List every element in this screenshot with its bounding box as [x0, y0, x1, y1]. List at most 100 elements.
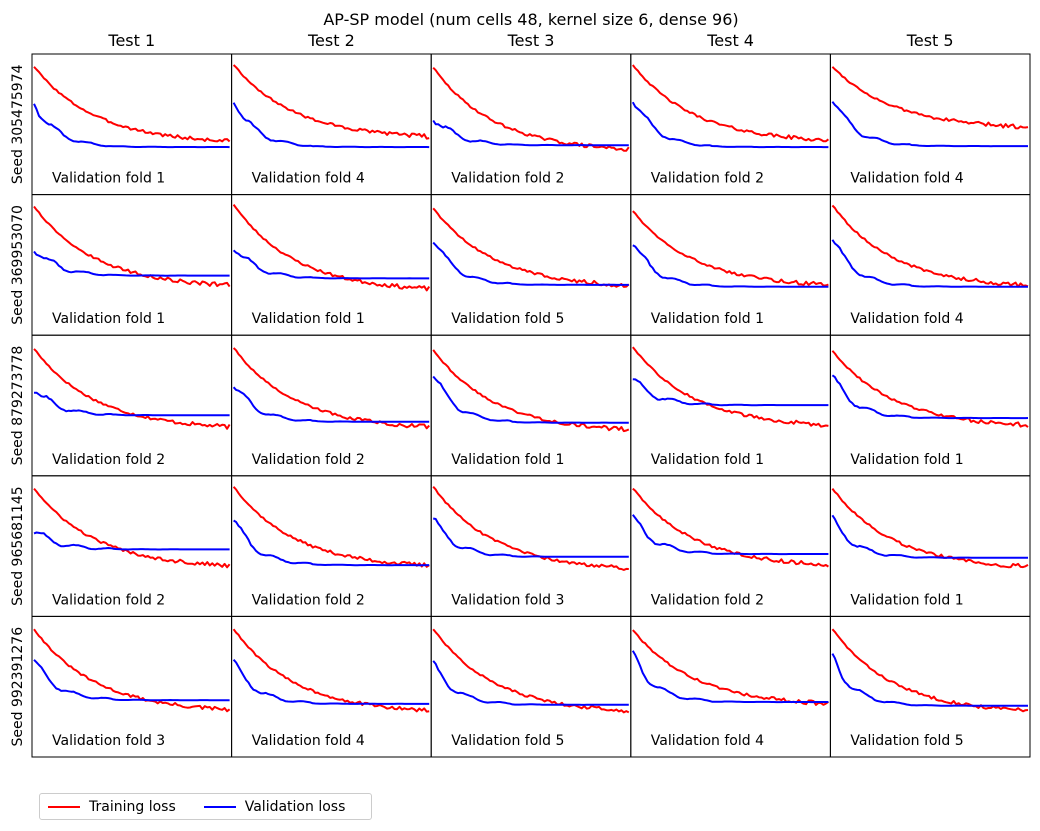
subplot-r4-c3: Validation fold 3 — [430, 475, 632, 617]
training-loss-line-r1-c2 — [232, 64, 430, 140]
fold-label-r1-c2: Validation fold 4 — [252, 171, 365, 187]
subplot-r2-c2: Validation fold 1 — [231, 194, 432, 336]
validation-loss-line-r3-c1 — [34, 391, 230, 417]
subplot-r1-c3: Validation fold 2 — [430, 53, 632, 196]
row-label-3: Seed 879273778 — [10, 346, 26, 466]
training-loss-line-r2-c2 — [232, 204, 431, 292]
validation-loss-line-r2-c5 — [831, 239, 1028, 288]
fold-label-r4-c4: Validation fold 2 — [651, 592, 764, 608]
training-loss-line-r1-c1 — [33, 66, 231, 143]
validation-loss-line-r3-c4 — [632, 378, 829, 407]
subplot-r5-c3: Validation fold 5 — [430, 615, 632, 758]
fold-label-r5-c1: Validation fold 3 — [52, 733, 165, 749]
training-loss-line-r3-c1 — [33, 348, 231, 430]
training-loss-line-r2-c1 — [33, 205, 231, 288]
subplot-r4-c1: Validation fold 2 — [31, 475, 233, 617]
fold-label-r5-c2: Validation fold 4 — [252, 733, 365, 749]
fold-label-r3-c5: Validation fold 1 — [850, 452, 963, 468]
training-loss-line-r2-c3 — [432, 207, 630, 288]
training-loss-line-r3-c3 — [432, 349, 630, 433]
subplot-r2-c3: Validation fold 5 — [430, 194, 632, 336]
validation-loss-line-r1-c2 — [232, 102, 430, 149]
legend-item-validation: Validation loss — [203, 799, 345, 815]
row-label-4: Seed 965681145 — [10, 486, 26, 606]
validation-loss-line-r1-c3 — [432, 119, 629, 147]
subplot-grid: Validation fold 1 Validation fold 4 Valida… — [10, 31, 1031, 758]
validation-loss-line-r4-c1 — [33, 531, 230, 551]
training-loss-line-r4-c4 — [632, 487, 829, 568]
subplot-r4-c4: Validation fold 2 — [630, 475, 831, 617]
training-loss-line-r2-c5 — [831, 204, 1029, 288]
subplot-r5-c4: Validation fold 4 — [630, 615, 831, 758]
validation-line-swatch — [203, 805, 236, 808]
subplot-r3-c5: Validation fold 1 — [829, 334, 1031, 477]
validation-loss-line-r2-c1 — [33, 250, 230, 277]
subplot-r5-c5: Validation fold 5 — [829, 615, 1031, 758]
validation-loss-line-r4-c2 — [233, 519, 430, 567]
training-loss-line-r4-c1 — [33, 487, 231, 569]
training-loss-line-r4-c3 — [432, 486, 629, 571]
validation-loss-line-r3-c3 — [432, 375, 629, 424]
validation-loss-line-r2-c4 — [632, 244, 829, 288]
validation-loss-line-r3-c5 — [831, 374, 1029, 420]
subplot-r5-c2: Validation fold 4 — [231, 615, 432, 758]
fold-label-r2-c2: Validation fold 1 — [252, 311, 365, 327]
subplot-r1-c4: Validation fold 2 — [630, 53, 831, 196]
validation-loss-line-r4-c3 — [433, 517, 629, 558]
legend: Training loss Validation loss — [39, 793, 372, 820]
training-loss-line-r5-c5 — [831, 628, 1029, 713]
column-title-5: Test 5 — [906, 31, 954, 50]
validation-loss-line-r5-c5 — [831, 653, 1028, 707]
subplot-r1-c5: Validation fold 4 — [829, 53, 1031, 196]
column-title-3: Test 3 — [507, 31, 555, 50]
fold-label-r1-c5: Validation fold 4 — [850, 171, 963, 187]
column-title-2: Test 2 — [307, 31, 355, 50]
training-loss-line-r3-c5 — [831, 350, 1029, 428]
subplot-r2-c5: Validation fold 4 — [829, 194, 1031, 336]
validation-loss-line-r2-c2 — [232, 249, 430, 280]
validation-loss-line-r1-c4 — [631, 101, 829, 149]
row-label-1: Seed 305475974 — [10, 64, 26, 184]
fold-label-r2-c4: Validation fold 1 — [651, 311, 764, 327]
validation-loss-line-r1-c5 — [831, 101, 1028, 148]
validation-loss-line-r1-c1 — [33, 103, 230, 149]
subplot-r2-c4: Validation fold 1 — [630, 194, 831, 336]
validation-loss-line-r5-c4 — [631, 650, 829, 704]
legend-label-training: Training loss — [89, 798, 176, 815]
validation-loss-line-r3-c2 — [232, 386, 430, 423]
training-loss-line-r2-c4 — [632, 210, 829, 287]
training-loss-line-r5-c2 — [232, 628, 430, 713]
fold-label-r5-c5: Validation fold 5 — [850, 733, 963, 749]
fold-label-r2-c5: Validation fold 4 — [850, 311, 963, 327]
training-loss-line-r1-c5 — [831, 66, 1029, 130]
fold-label-r5-c4: Validation fold 4 — [651, 733, 764, 749]
column-title-4: Test 4 — [706, 31, 754, 50]
training-loss-line-r5-c1 — [33, 628, 231, 713]
subplot-r1-c2: Validation fold 4 — [231, 53, 432, 196]
fold-label-r3-c2: Validation fold 2 — [252, 452, 365, 468]
column-title-1: Test 1 — [107, 31, 155, 50]
legend-item-training: Training loss — [48, 799, 176, 815]
validation-loss-line-r4-c4 — [632, 514, 829, 556]
validation-loss-line-r2-c3 — [432, 241, 629, 286]
validation-loss-line-r4-c5 — [831, 514, 1028, 559]
fold-label-r2-c3: Validation fold 5 — [451, 311, 564, 327]
subplot-r5-c1: Validation fold 3 — [31, 615, 233, 758]
subplot-r4-c2: Validation fold 2 — [231, 475, 432, 617]
fold-label-r3-c1: Validation fold 2 — [52, 452, 165, 468]
training-loss-line-r3-c2 — [232, 347, 430, 430]
fold-label-r4-c3: Validation fold 3 — [451, 592, 564, 608]
training-line-swatch — [48, 805, 80, 808]
subplot-r3-c4: Validation fold 1 — [630, 334, 831, 477]
training-loss-line-r4-c5 — [831, 488, 1029, 569]
axes-frame-r5-c5 — [829, 615, 1031, 758]
training-loss-line-r1-c4 — [632, 64, 830, 143]
fold-label-r4-c2: Validation fold 2 — [252, 592, 365, 608]
subplot-r4-c5: Validation fold 1 — [829, 475, 1031, 617]
fold-label-r1-c1: Validation fold 1 — [52, 171, 165, 187]
fold-label-r4-c1: Validation fold 2 — [52, 592, 165, 608]
validation-loss-line-r5-c2 — [232, 659, 430, 705]
training-loss-line-r3-c4 — [632, 346, 829, 428]
fold-label-r5-c3: Validation fold 5 — [451, 733, 564, 749]
